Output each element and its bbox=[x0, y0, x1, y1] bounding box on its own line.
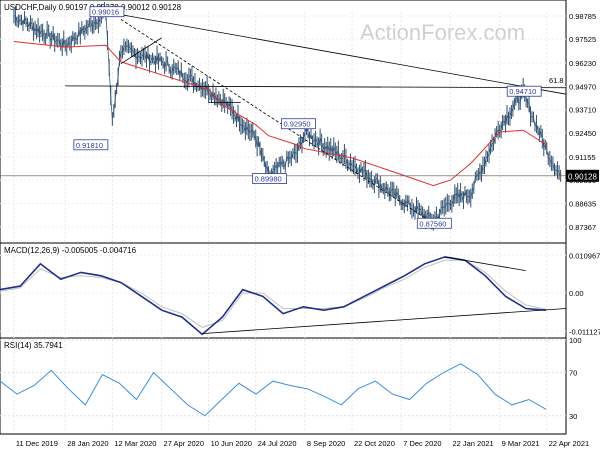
x-tick-label: 8 Sep 2020 bbox=[307, 439, 345, 448]
x-tick-label: 24 Jul 2020 bbox=[258, 439, 297, 448]
x-tick-label: 22 Oct 2020 bbox=[354, 439, 395, 448]
price-annotation-label: 0.89980 bbox=[255, 175, 282, 184]
macd-y-tick-label: 0.010967 bbox=[569, 251, 600, 260]
fib-level-line bbox=[65, 85, 567, 89]
price-annotation-label: 0.87560 bbox=[419, 219, 446, 228]
price-annotation-box bbox=[506, 85, 542, 97]
y-tick-label: 0.88635 bbox=[569, 199, 596, 208]
price-annotation-label: 0.94710 bbox=[509, 87, 536, 96]
fib-label: 61.8 bbox=[549, 76, 564, 85]
y-tick-label: 0.94970 bbox=[569, 82, 596, 91]
rsi-header: RSI(14) 35.7941 bbox=[4, 341, 63, 350]
current-price-marker bbox=[566, 169, 599, 182]
x-tick-label: 12 Mar 2020 bbox=[114, 439, 156, 448]
price-annotation-box bbox=[416, 217, 452, 229]
macd-header: MACD(12,26,9) -0.005005 -0.004716 bbox=[4, 246, 137, 255]
macd-panel-frame bbox=[0, 242, 567, 339]
price-annotation-box bbox=[89, 6, 125, 18]
rsi-y-tick-label: 70 bbox=[569, 368, 577, 377]
macd-signal-line bbox=[0, 259, 547, 328]
price-annotation-label: 0.99016 bbox=[92, 8, 119, 17]
y-tick-label: 0.96230 bbox=[569, 59, 596, 68]
x-tick-label: 10 Jun 2020 bbox=[211, 439, 252, 448]
channel-line bbox=[120, 37, 162, 65]
y-tick-label: 0.97525 bbox=[569, 35, 596, 44]
price-annotation-box bbox=[252, 173, 287, 184]
y-tick-label: 0.98785 bbox=[569, 12, 596, 21]
x-tick-label: 27 Apr 2020 bbox=[164, 439, 204, 448]
y-tick-label: 0.92450 bbox=[569, 129, 596, 138]
macd-trendline bbox=[202, 308, 567, 334]
watermark: ActionForex.com bbox=[360, 20, 525, 45]
x-tick-label: 11 Dec 2019 bbox=[16, 439, 58, 448]
y-tick-label: 0.91155 bbox=[569, 153, 596, 162]
macd-y-tick-label: 0.00 bbox=[569, 289, 584, 298]
rsi-y-tick-label: 100 bbox=[569, 336, 582, 345]
dashed-trendline bbox=[120, 19, 434, 224]
x-tick-label: 22 Apr 2021 bbox=[549, 439, 589, 448]
macd-trendline bbox=[444, 256, 526, 272]
rsi-y-tick-label: 30 bbox=[569, 412, 577, 421]
price-annotation-label: 0.92950 bbox=[283, 120, 310, 129]
macd-y-tick-label: -0.011127 bbox=[569, 327, 600, 336]
y-tick-label: 0.93710 bbox=[569, 106, 596, 115]
long-trendline bbox=[105, 11, 567, 95]
price-annotation-box bbox=[281, 118, 316, 130]
x-tick-label: 9 Mar 2021 bbox=[502, 439, 540, 448]
moving-average-line bbox=[13, 41, 547, 187]
x-tick-label: 28 Jan 2020 bbox=[67, 439, 108, 448]
rsi-panel-frame bbox=[0, 337, 567, 435]
x-tick-label: 7 Dec 2020 bbox=[403, 439, 441, 448]
price-annotation-box bbox=[73, 139, 109, 151]
current-price-label: 0.90128 bbox=[568, 172, 597, 181]
x-tick-label: 22 Jan 2021 bbox=[452, 439, 493, 448]
y-tick-label: 0.87367 bbox=[569, 223, 596, 232]
price-annotation-label: 0.91810 bbox=[76, 141, 103, 150]
rsi-line bbox=[0, 363, 547, 417]
